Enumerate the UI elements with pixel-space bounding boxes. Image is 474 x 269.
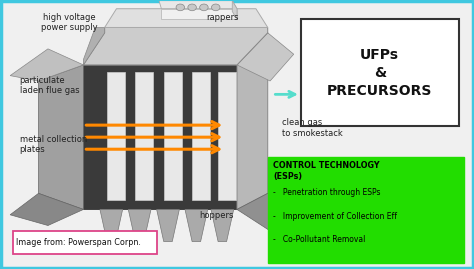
Text: -   Penetration through ESPs: - Penetration through ESPs (273, 188, 381, 197)
Polygon shape (232, 1, 237, 19)
Polygon shape (10, 193, 83, 225)
Polygon shape (100, 210, 123, 242)
Polygon shape (164, 72, 182, 200)
Polygon shape (237, 193, 294, 231)
Polygon shape (161, 9, 237, 19)
Ellipse shape (200, 4, 208, 11)
Polygon shape (128, 210, 151, 242)
Polygon shape (10, 49, 83, 81)
Polygon shape (218, 72, 236, 200)
Text: -   Co-Pollutant Removal: - Co-Pollutant Removal (273, 235, 366, 244)
Polygon shape (107, 72, 125, 200)
Polygon shape (237, 33, 294, 81)
Text: rappers: rappers (206, 13, 239, 22)
Text: CONTROL TECHNOLOGY
(ESPs): CONTROL TECHNOLOGY (ESPs) (273, 161, 380, 181)
Polygon shape (156, 210, 179, 242)
Text: clean gas
to smokestack: clean gas to smokestack (282, 118, 343, 138)
Polygon shape (136, 72, 154, 200)
Text: hoppers: hoppers (199, 211, 234, 220)
Ellipse shape (188, 4, 196, 11)
Text: Image from: Powerspan Corpn.: Image from: Powerspan Corpn. (16, 238, 141, 247)
Polygon shape (192, 72, 210, 200)
Polygon shape (237, 33, 268, 210)
Ellipse shape (176, 4, 184, 11)
Polygon shape (83, 27, 268, 65)
Polygon shape (83, 65, 237, 210)
Polygon shape (159, 1, 237, 9)
Text: particulate
laden flue gas: particulate laden flue gas (19, 76, 79, 95)
Polygon shape (38, 65, 83, 210)
Polygon shape (83, 27, 268, 65)
Polygon shape (105, 9, 268, 27)
Text: metal collection
plates: metal collection plates (19, 134, 87, 154)
Text: -   Improvement of Collection Eff: - Improvement of Collection Eff (273, 212, 397, 221)
Text: UFPs
&
PRECURSORS: UFPs & PRECURSORS (327, 48, 432, 98)
Text: high voltage
power supply: high voltage power supply (41, 13, 98, 32)
Bar (268, 157, 464, 263)
Bar (301, 19, 459, 126)
Polygon shape (211, 210, 234, 242)
Ellipse shape (211, 4, 220, 11)
Polygon shape (185, 210, 208, 242)
Bar (12, 231, 156, 254)
Polygon shape (83, 27, 105, 65)
